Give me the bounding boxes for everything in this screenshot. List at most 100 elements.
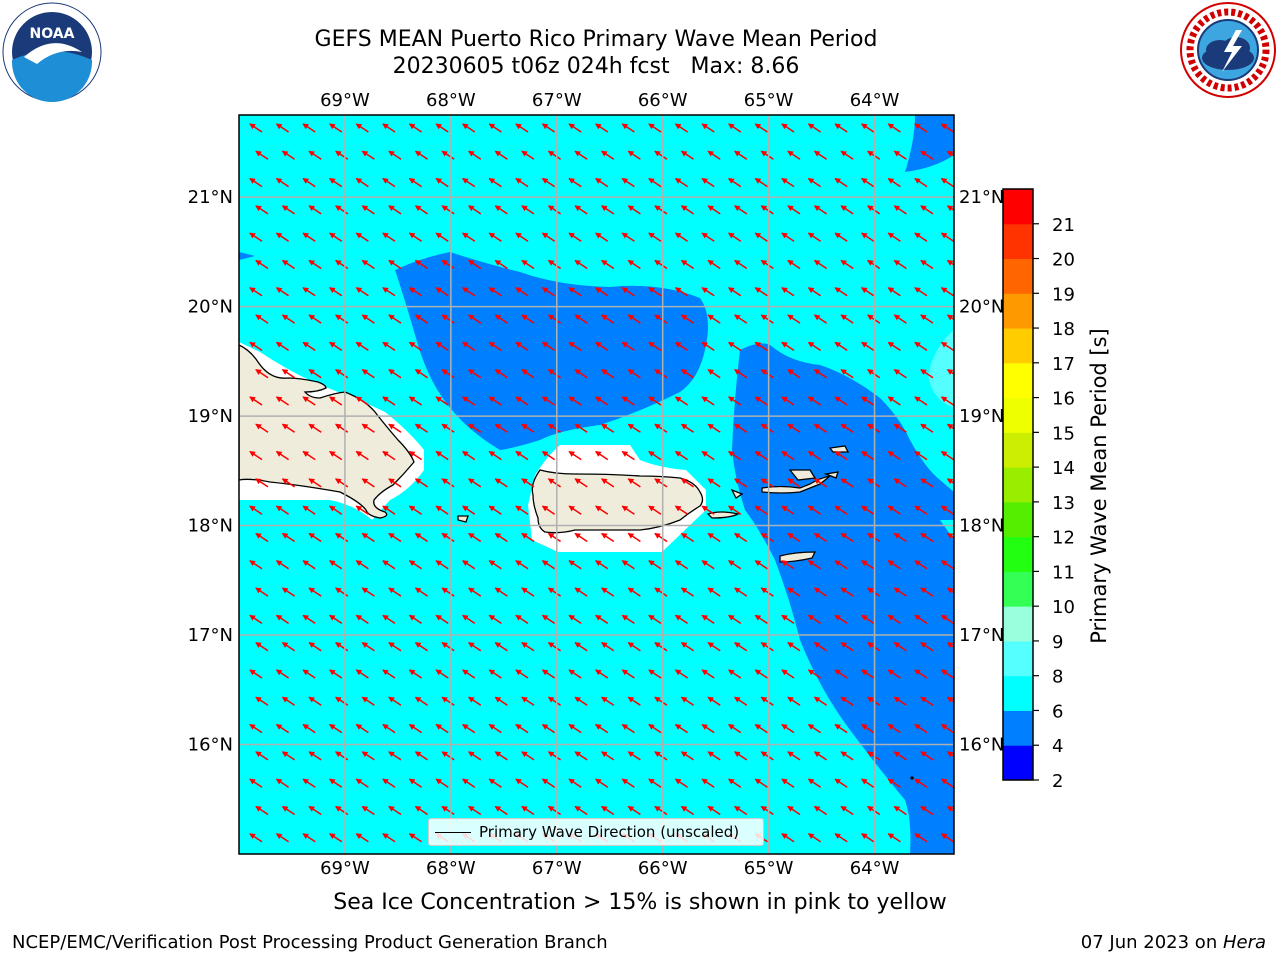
wave-direction-arrow bbox=[600, 150, 615, 160]
wave-direction-arrow bbox=[914, 833, 928, 843]
wave-direction-arrow bbox=[781, 232, 795, 242]
legend-label: Primary Wave Direction (unscaled) bbox=[479, 823, 740, 841]
wave-direction-arrow bbox=[940, 396, 954, 406]
wave-direction-arrow bbox=[813, 423, 828, 433]
wave-direction-arrow bbox=[781, 669, 795, 679]
wave-direction-arrow bbox=[435, 177, 449, 188]
wave-direction-arrow bbox=[515, 123, 529, 133]
wave-direction-arrow bbox=[255, 532, 269, 543]
wave-direction-arrow bbox=[654, 205, 668, 215]
wave-direction-arrow bbox=[249, 723, 263, 734]
wave-direction-arrow bbox=[600, 532, 615, 543]
wave-direction-arrow bbox=[654, 587, 668, 597]
wave-direction-arrow bbox=[435, 560, 449, 570]
wave-direction-arrow bbox=[627, 532, 641, 543]
wave-direction-arrow bbox=[302, 341, 316, 352]
wave-direction-arrow bbox=[382, 177, 396, 188]
wave-direction-arrow bbox=[733, 423, 748, 433]
wave-direction-arrow bbox=[648, 287, 662, 297]
latitude-tick-label: 20°N bbox=[188, 297, 233, 318]
wave-direction-arrow bbox=[600, 423, 615, 433]
wave-direction-arrow bbox=[308, 805, 322, 816]
map-legend: Primary Wave Direction (unscaled) bbox=[428, 818, 764, 846]
wave-direction-arrow bbox=[488, 450, 502, 461]
wave-direction-arrow bbox=[408, 723, 423, 734]
wave-direction-arrow bbox=[414, 696, 429, 706]
wave-direction-arrow bbox=[787, 805, 801, 816]
wave-direction-arrow bbox=[834, 450, 848, 461]
wave-direction-arrow bbox=[547, 314, 562, 324]
wave-direction-arrow bbox=[860, 341, 875, 352]
wave-direction-arrow bbox=[727, 287, 742, 297]
wave-direction-arrow bbox=[521, 314, 535, 324]
wave-direction-arrow bbox=[568, 669, 582, 679]
wave-direction-arrow bbox=[328, 396, 343, 406]
latitude-tick-label: 16°N bbox=[188, 735, 233, 756]
colorbar-band bbox=[1003, 606, 1033, 642]
wave-direction-arrow bbox=[541, 450, 556, 461]
wave-direction-arrow bbox=[840, 587, 854, 597]
wave-direction-arrow bbox=[914, 287, 928, 297]
wave-direction-arrow bbox=[467, 532, 482, 543]
wave-direction-arrow bbox=[382, 833, 396, 843]
colorbar-band bbox=[1003, 362, 1033, 399]
wave-direction-arrow bbox=[255, 259, 269, 270]
wave-direction-arrow bbox=[674, 778, 689, 788]
wave-direction-arrow bbox=[408, 614, 423, 625]
wave-direction-arrow bbox=[834, 123, 848, 133]
wave-direction-arrow bbox=[648, 723, 662, 734]
wave-direction-arrow bbox=[627, 259, 641, 270]
wave-direction-arrow bbox=[680, 314, 695, 324]
wave-direction-arrow bbox=[414, 642, 429, 652]
wave-direction-arrow bbox=[754, 341, 768, 352]
wave-direction-arrow bbox=[600, 259, 615, 270]
wave-direction-arrow bbox=[494, 150, 508, 160]
wave-direction-arrow bbox=[834, 505, 848, 515]
wave-direction-arrow bbox=[435, 723, 449, 734]
wave-direction-arrow bbox=[515, 341, 529, 352]
wave-direction-arrow bbox=[674, 614, 689, 625]
wave-direction-arrow bbox=[408, 232, 423, 242]
wave-direction-arrow bbox=[547, 751, 562, 761]
wave-direction-arrow bbox=[760, 532, 774, 543]
footer-branch: NCEP/EMC/Verification Post Processing Pr… bbox=[12, 932, 608, 953]
colorbar-band bbox=[1003, 432, 1033, 468]
noaa-logo: NOAA bbox=[2, 2, 102, 102]
wave-direction-arrow bbox=[707, 259, 721, 270]
wave-direction-arrow bbox=[361, 205, 375, 215]
wave-direction-arrow bbox=[355, 450, 369, 461]
wave-direction-arrow bbox=[674, 723, 689, 734]
wave-direction-arrow bbox=[701, 560, 715, 570]
wave-direction-arrow bbox=[887, 450, 901, 461]
wave-direction-arrow bbox=[707, 696, 721, 706]
wave-direction-arrow bbox=[355, 123, 369, 133]
wave-direction-arrow bbox=[302, 287, 316, 297]
wave-direction-arrow bbox=[408, 287, 423, 297]
wave-direction-arrow bbox=[281, 478, 296, 488]
latitude-tick-label: 19°N bbox=[959, 406, 1004, 427]
wave-direction-arrow bbox=[488, 560, 502, 570]
wave-direction-arrow bbox=[760, 259, 774, 270]
wave-direction-arrow bbox=[388, 532, 402, 543]
wave-direction-arrow bbox=[541, 669, 556, 679]
wave-direction-arrow bbox=[435, 778, 449, 788]
wave-direction-arrow bbox=[893, 478, 907, 488]
wave-direction-arrow bbox=[494, 532, 508, 543]
wave-direction-arrow bbox=[674, 341, 689, 352]
map-gridlines bbox=[239, 115, 954, 854]
wave-direction-arrow bbox=[940, 341, 954, 352]
wave-direction-arrow bbox=[840, 805, 854, 816]
wave-direction-arrow bbox=[860, 669, 875, 679]
wave-direction-arrow bbox=[308, 532, 322, 543]
wave-direction-arrow bbox=[787, 751, 801, 761]
wave-direction-arrow bbox=[568, 123, 582, 133]
wave-direction-arrow bbox=[787, 696, 801, 706]
wave-direction-arrow bbox=[461, 232, 476, 242]
wave-direction-arrow bbox=[787, 314, 801, 324]
wave-direction-arrow bbox=[328, 287, 343, 297]
wave-direction-arrow bbox=[275, 341, 290, 352]
wave-direction-arrow bbox=[674, 177, 689, 188]
colorbar-tick-label: 12 bbox=[1052, 528, 1075, 549]
longitude-tick-label: 67°W bbox=[532, 858, 582, 879]
wave-direction-arrow bbox=[621, 723, 635, 734]
